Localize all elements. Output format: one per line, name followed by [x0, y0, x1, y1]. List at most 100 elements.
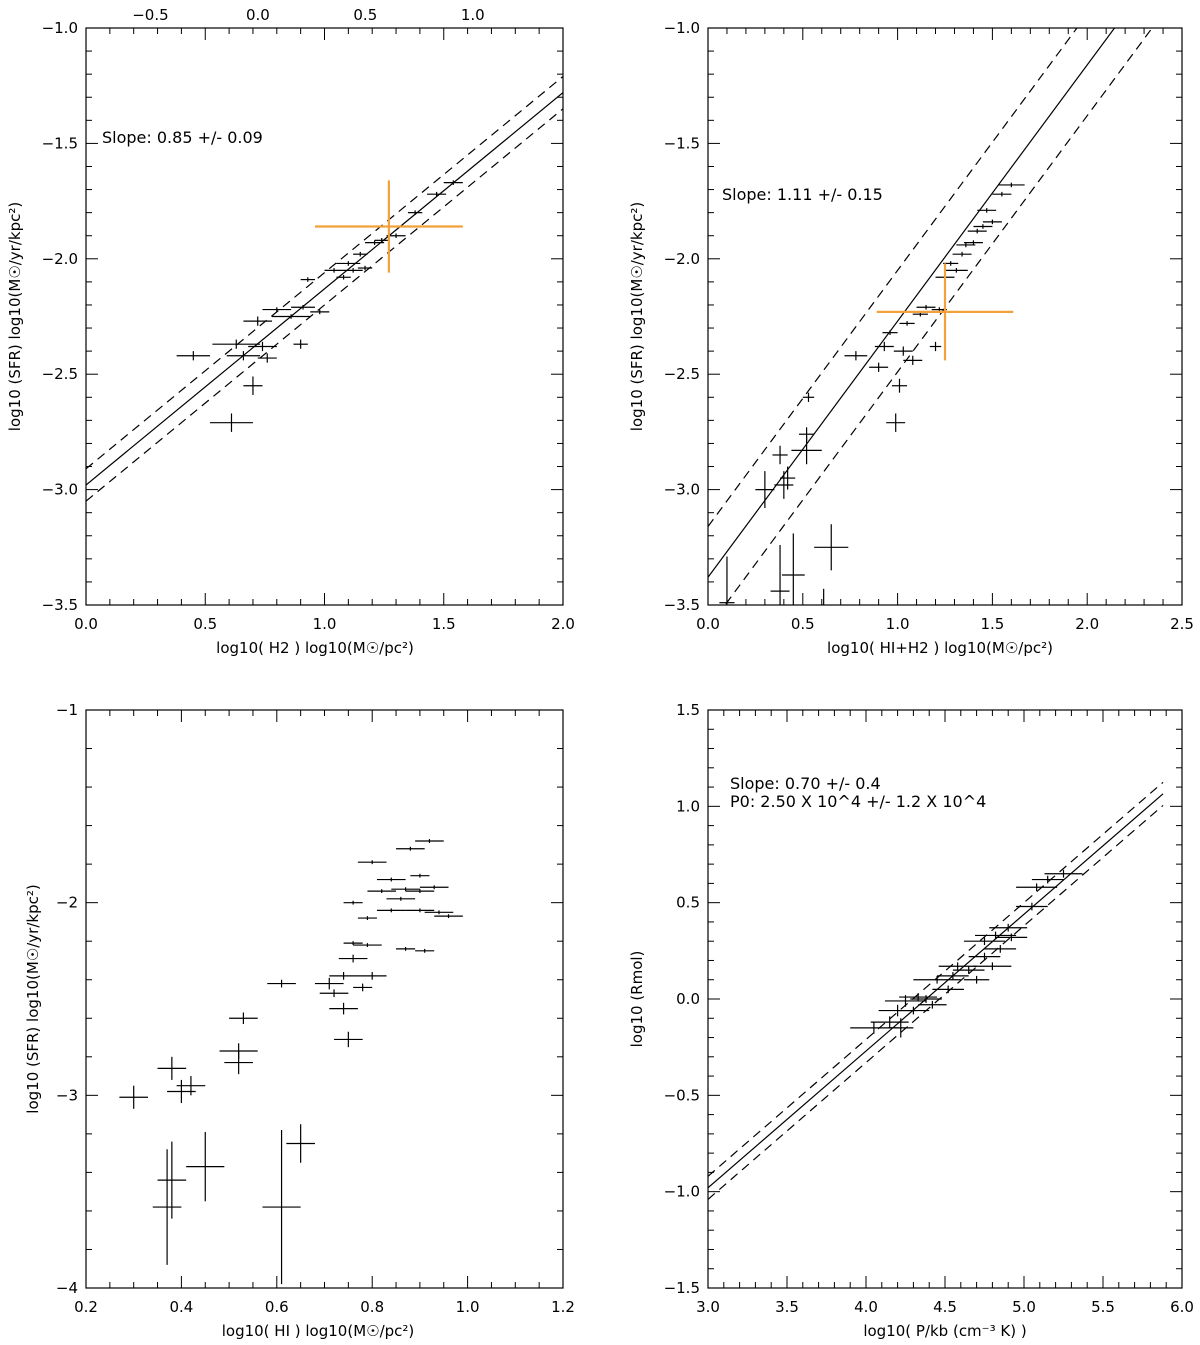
x-tick-label: 0.0: [696, 615, 720, 633]
x-tick-label: 1.2: [551, 1298, 575, 1316]
data-point: [973, 962, 1012, 971]
data-point: [419, 885, 449, 890]
data-point: [802, 392, 815, 402]
annotation-text: Slope: 0.70 +/- 0.4: [730, 774, 881, 793]
top-tick-label: 1.0: [461, 6, 485, 24]
data-point: [353, 943, 382, 947]
top-tick-label: −0.5: [132, 6, 168, 24]
data-point: [336, 274, 351, 280]
x-tick-label: 3.0: [696, 1298, 720, 1316]
highlight-point: [876, 263, 1014, 361]
annotation-text: Slope: 0.85 +/- 0.09: [102, 128, 263, 147]
data-point: [434, 914, 463, 919]
plot-area: [119, 839, 463, 1285]
y-axis-label: log10 (SFR) log10(M☉/yr/kpc²): [628, 202, 646, 431]
data-point: [119, 1085, 149, 1109]
data-point: [973, 224, 993, 229]
data-point: [319, 989, 349, 998]
data-point: [1031, 875, 1064, 884]
x-tick-label: 0.5: [791, 615, 815, 633]
data-point: [869, 362, 889, 372]
x-tick-label: 1.5: [980, 615, 1004, 633]
data-point: [415, 948, 435, 953]
data-point: [952, 251, 972, 257]
data-point: [365, 240, 385, 245]
data-point: [262, 1130, 301, 1285]
data-point: [286, 1124, 315, 1163]
data-point: [357, 916, 377, 921]
data-point: [870, 1016, 909, 1028]
panel-rmol-vs-pressure: 3.0 3.5 4.0 4.5 5.0 5.5 6.0 1.5 1.0 0.5 0.0 −0.5 −1.…: [628, 701, 1194, 1340]
data-point: [357, 860, 387, 865]
data-point: [938, 962, 977, 971]
data-point: [814, 524, 849, 571]
x-tick-label: 1.0: [456, 1298, 480, 1316]
data-point: [844, 351, 868, 361]
data-point: [343, 268, 363, 273]
data-point: [772, 445, 788, 465]
data-point: [176, 351, 211, 361]
panel-sfr-vs-hi-h2: 0.0 0.5 1.0 1.5 2.0 2.5 −1.0 −1.5 −2.0 −2.5 −3.0 −3…: [628, 19, 1194, 657]
data-point: [774, 471, 794, 499]
x-tick-label: 4.0: [854, 1298, 878, 1316]
fit-line: [708, 28, 1116, 578]
y-tick-label: −2.5: [664, 365, 700, 383]
data-point: [229, 1012, 258, 1025]
y-axis-label: log10 (Rmol): [628, 951, 646, 1048]
data-point: [314, 977, 344, 990]
x-tick-label: 5.0: [1012, 1298, 1036, 1316]
data-point: [998, 182, 1025, 188]
fit-upper-dashed: [708, 28, 1078, 527]
data-point: [212, 339, 261, 349]
x-axis-label: log10( H2 ) log10(M☉/pc²): [216, 639, 414, 657]
x-tick-label: 4.5: [933, 1298, 957, 1316]
x-tick-label: 1.0: [313, 615, 337, 633]
top-tick-label: 0.0: [246, 6, 270, 24]
data-point: [992, 191, 1012, 197]
data-point: [995, 933, 1028, 942]
data-point: [929, 341, 942, 352]
data-point: [391, 887, 420, 892]
fit-lower-dashed: [708, 804, 1164, 1200]
y-tick-label: −1.5: [664, 134, 700, 152]
fit-line: [708, 793, 1164, 1189]
data-point: [956, 242, 976, 248]
data-point: [719, 556, 735, 605]
x-tick-label: 0.0: [74, 615, 98, 633]
data-point: [407, 210, 423, 215]
data-point: [396, 946, 416, 951]
x-tick-label: 0.5: [193, 615, 217, 633]
data-point: [891, 378, 908, 393]
y-tick-label: −2.5: [42, 365, 78, 383]
data-point: [343, 900, 363, 905]
top-tick-label: 0.5: [353, 6, 377, 24]
y-tick-label: −1.0: [42, 19, 78, 37]
y-tick-label: −3.5: [42, 596, 78, 614]
y-tick-label: −1: [56, 701, 78, 719]
data-point: [443, 180, 463, 185]
x-tick-label: 2.0: [551, 615, 575, 633]
x-tick-label: 0.2: [74, 1298, 98, 1316]
data-point: [324, 268, 344, 273]
data-point: [405, 908, 435, 913]
y-tick-label: −3.0: [664, 481, 700, 499]
data-point: [899, 321, 915, 326]
y-tick-label: −2: [56, 894, 78, 912]
x-tick-label: 1.0: [886, 615, 910, 633]
data-point: [937, 972, 969, 980]
y-tick-label: −1.0: [664, 19, 700, 37]
annotation-text: Slope: 1.11 +/- 0.15: [722, 185, 883, 204]
y-tick-label: −3: [56, 1086, 78, 1104]
y-axis-label: log10 (SFR) log10(M☉/yr/kpc²): [6, 202, 24, 431]
plot-area: [708, 781, 1164, 1200]
data-point: [376, 877, 406, 882]
data-point: [291, 304, 315, 310]
panel-sfr-vs-h2: 0.0 0.5 1.0 1.5 2.0 −1.0 −1.5 −2.0 −2.5 −3.0 −3.5 −…: [6, 6, 575, 657]
data-point: [396, 846, 425, 851]
data-point: [376, 908, 406, 913]
data-point: [913, 975, 961, 984]
y-tick-label: 0.5: [676, 894, 700, 912]
data-point: [1016, 883, 1058, 892]
data-point: [897, 1006, 930, 1015]
plot-area: [86, 76, 563, 502]
